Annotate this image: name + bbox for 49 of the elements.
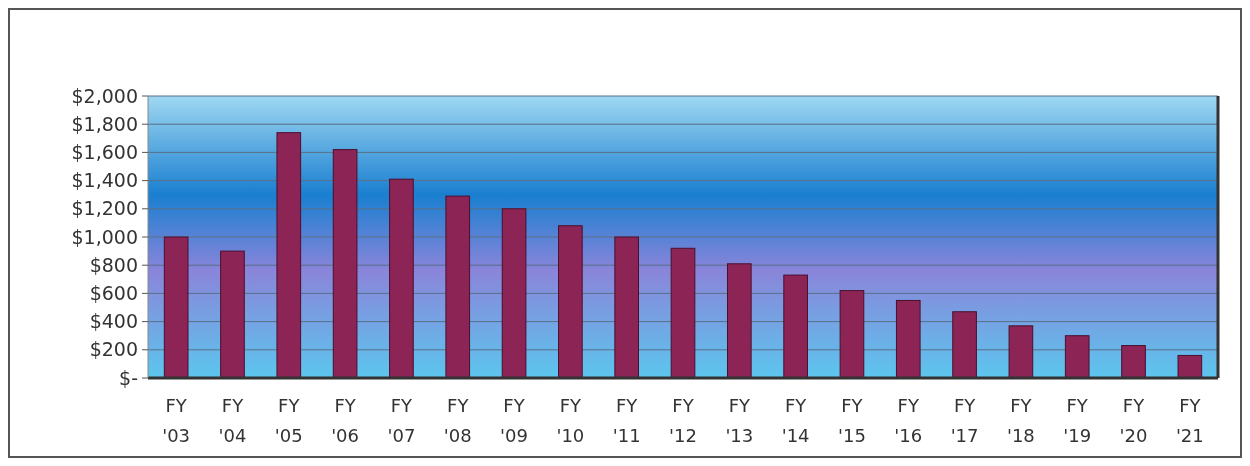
x-tick-label: FY '19 <box>1063 395 1092 446</box>
bar <box>445 195 471 379</box>
y-tick-label: $400 <box>89 310 138 333</box>
x-tick-label: FY '10 <box>556 395 585 446</box>
x-tick-label: FY '21 <box>1175 395 1204 446</box>
bar <box>726 263 752 379</box>
bar <box>1177 354 1203 379</box>
x-tick-label: FY '07 <box>387 395 416 446</box>
y-tick-label: $1,400 <box>71 169 138 192</box>
x-tick-label: FY '12 <box>669 395 697 446</box>
bar <box>952 311 977 379</box>
x-tick-label: FY '20 <box>1119 395 1148 446</box>
bar <box>389 178 414 379</box>
y-tick-label: $200 <box>89 338 138 361</box>
x-tick-label: FY '06 <box>331 395 360 446</box>
bar <box>1008 325 1034 379</box>
x-tick-label: FY '14 <box>781 395 810 446</box>
x-tick-label: FY '13 <box>725 395 754 446</box>
y-tick-label: $1,800 <box>71 112 138 135</box>
y-tick-label: $1,200 <box>71 197 138 220</box>
x-tick-label: FY '09 <box>500 395 528 446</box>
bar <box>614 236 640 379</box>
y-tick-label: $2,000 <box>71 84 138 107</box>
x-tick-label: FY '11 <box>612 395 641 446</box>
bar <box>1121 345 1146 379</box>
y-tick-label: $- <box>119 366 138 389</box>
bar <box>163 236 189 379</box>
bar <box>670 247 696 379</box>
x-tick-label: FY '05 <box>274 395 303 446</box>
y-tick-label: $600 <box>89 282 138 305</box>
bar <box>783 274 808 379</box>
bar <box>558 225 583 379</box>
bar <box>276 132 302 379</box>
bar <box>895 299 921 379</box>
x-tick-label: FY '18 <box>1006 395 1035 446</box>
bar <box>332 149 358 379</box>
x-tick-label: FY '04 <box>218 395 247 446</box>
bar <box>839 290 865 379</box>
x-tick-label: FY '08 <box>443 395 472 446</box>
x-tick-label: FY '15 <box>838 395 866 446</box>
bar <box>220 250 245 379</box>
y-tick-label: $1,000 <box>71 225 138 248</box>
x-tick-label: FY '16 <box>894 395 923 446</box>
y-tick-label: $800 <box>89 253 138 276</box>
y-tick-label: $1,600 <box>71 141 138 164</box>
bar <box>501 208 527 379</box>
bar <box>1064 335 1090 379</box>
x-tick-label: FY '17 <box>950 395 979 446</box>
x-tick-label: FY '03 <box>162 395 191 446</box>
